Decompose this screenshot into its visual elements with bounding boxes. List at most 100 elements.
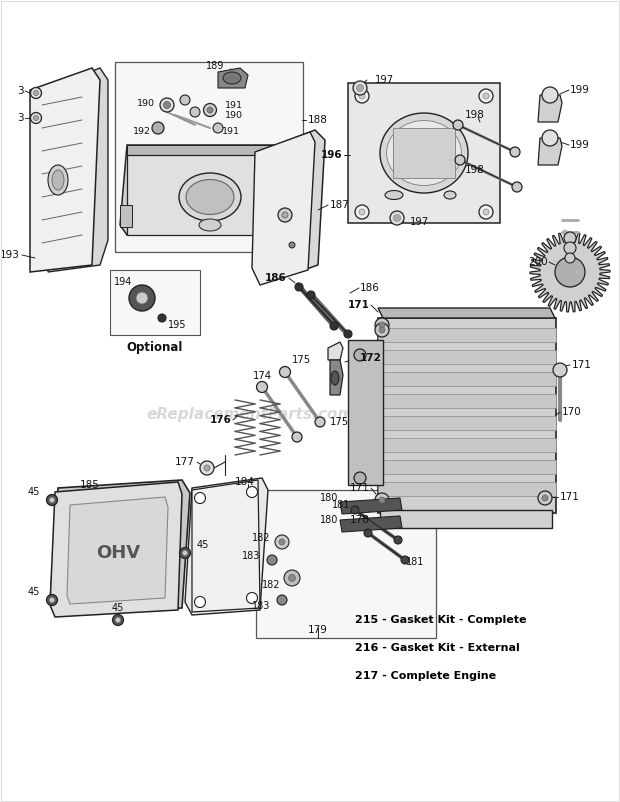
Circle shape xyxy=(182,550,187,556)
Circle shape xyxy=(356,84,363,91)
Circle shape xyxy=(200,461,214,475)
Circle shape xyxy=(483,93,489,99)
Circle shape xyxy=(564,232,576,244)
Polygon shape xyxy=(192,480,260,612)
Bar xyxy=(110,270,200,335)
Ellipse shape xyxy=(444,191,456,199)
Text: 215 - Gasket Kit - Complete: 215 - Gasket Kit - Complete xyxy=(355,615,526,625)
Text: 179: 179 xyxy=(308,625,328,635)
Text: 185: 185 xyxy=(80,480,100,490)
Ellipse shape xyxy=(48,165,68,195)
Bar xyxy=(120,205,132,227)
Text: 192: 192 xyxy=(133,128,151,136)
Polygon shape xyxy=(340,516,402,532)
Text: 191: 191 xyxy=(225,100,243,110)
Circle shape xyxy=(353,81,367,95)
Text: 193: 193 xyxy=(0,250,20,260)
Bar xyxy=(378,482,556,496)
Circle shape xyxy=(390,211,404,225)
Circle shape xyxy=(375,318,389,332)
Circle shape xyxy=(565,253,575,263)
Ellipse shape xyxy=(385,191,403,200)
Text: 189: 189 xyxy=(206,61,224,71)
Circle shape xyxy=(33,91,38,95)
Bar xyxy=(393,128,455,178)
Bar xyxy=(380,510,552,528)
Circle shape xyxy=(479,205,493,219)
Polygon shape xyxy=(127,145,285,155)
Polygon shape xyxy=(538,138,562,165)
Text: 188: 188 xyxy=(308,115,328,125)
Circle shape xyxy=(180,548,190,558)
Ellipse shape xyxy=(223,72,241,84)
Circle shape xyxy=(483,209,489,215)
Text: eReplacementParts.com: eReplacementParts.com xyxy=(146,407,353,423)
Circle shape xyxy=(401,556,409,564)
Text: 182: 182 xyxy=(262,580,280,590)
Polygon shape xyxy=(252,132,315,285)
Circle shape xyxy=(46,495,58,505)
Text: 198: 198 xyxy=(465,110,485,120)
Circle shape xyxy=(344,330,352,338)
Circle shape xyxy=(292,432,302,442)
Circle shape xyxy=(279,539,285,545)
Polygon shape xyxy=(328,342,343,360)
Polygon shape xyxy=(127,155,285,235)
Text: 171: 171 xyxy=(560,492,580,502)
Circle shape xyxy=(315,417,325,427)
Circle shape xyxy=(33,115,38,120)
Text: 194: 194 xyxy=(113,277,132,287)
Bar xyxy=(378,372,556,386)
Circle shape xyxy=(30,87,42,99)
Circle shape xyxy=(375,323,389,337)
Circle shape xyxy=(129,285,155,311)
Text: 196: 196 xyxy=(321,150,342,160)
Text: 186: 186 xyxy=(265,273,287,283)
Circle shape xyxy=(379,497,385,503)
Circle shape xyxy=(453,120,463,130)
Circle shape xyxy=(160,98,174,112)
Circle shape xyxy=(280,367,291,378)
Text: 190: 190 xyxy=(225,111,243,119)
Text: OHV: OHV xyxy=(96,544,140,562)
Text: 181: 181 xyxy=(406,557,424,567)
Bar xyxy=(378,394,556,408)
Polygon shape xyxy=(218,68,248,88)
Text: 199: 199 xyxy=(570,85,590,95)
Polygon shape xyxy=(378,308,555,318)
Circle shape xyxy=(542,87,558,103)
Circle shape xyxy=(46,594,58,606)
Text: 199: 199 xyxy=(570,140,590,150)
Polygon shape xyxy=(265,130,325,280)
Bar xyxy=(378,350,556,364)
Circle shape xyxy=(158,314,166,322)
Circle shape xyxy=(542,495,548,501)
Ellipse shape xyxy=(52,170,64,190)
Text: 217 - Complete Engine: 217 - Complete Engine xyxy=(355,671,496,681)
Circle shape xyxy=(115,618,120,622)
Circle shape xyxy=(354,349,366,361)
Bar xyxy=(348,83,500,223)
Circle shape xyxy=(207,107,213,113)
Circle shape xyxy=(355,89,369,103)
Circle shape xyxy=(351,506,359,514)
Ellipse shape xyxy=(199,219,221,231)
Circle shape xyxy=(542,130,558,146)
Ellipse shape xyxy=(186,180,234,214)
Bar xyxy=(115,62,303,252)
Text: 181: 181 xyxy=(332,500,350,510)
Circle shape xyxy=(553,363,567,377)
Circle shape xyxy=(247,487,257,497)
Text: 171: 171 xyxy=(348,300,370,310)
Text: 178: 178 xyxy=(350,515,370,525)
Circle shape xyxy=(455,155,465,165)
Text: 176: 176 xyxy=(210,415,232,425)
Circle shape xyxy=(510,147,520,157)
Circle shape xyxy=(375,493,389,507)
Circle shape xyxy=(538,491,552,505)
Circle shape xyxy=(359,93,365,99)
Bar xyxy=(378,460,556,474)
Circle shape xyxy=(195,492,205,504)
Text: 198: 198 xyxy=(465,165,485,175)
Polygon shape xyxy=(30,68,100,272)
